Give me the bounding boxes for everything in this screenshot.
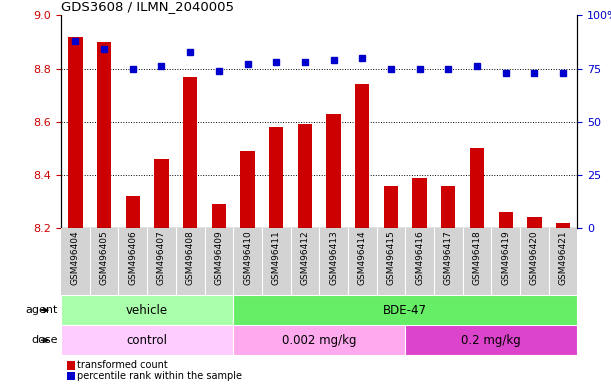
Bar	[556, 223, 570, 228]
Text: GSM496420: GSM496420	[530, 230, 539, 285]
Bar	[61, 295, 233, 325]
Bar	[183, 76, 197, 228]
Text: 0.2 mg/kg: 0.2 mg/kg	[461, 334, 521, 347]
Text: vehicle: vehicle	[126, 304, 168, 317]
Text: GSM496408: GSM496408	[186, 230, 195, 285]
Text: GSM496413: GSM496413	[329, 230, 338, 285]
Bar	[355, 84, 370, 228]
Bar	[269, 127, 284, 228]
Text: GSM496410: GSM496410	[243, 230, 252, 285]
Text: GSM496417: GSM496417	[444, 230, 453, 285]
Text: agent: agent	[26, 305, 58, 315]
Text: GDS3608 / ILMN_2040005: GDS3608 / ILMN_2040005	[61, 0, 234, 13]
Text: GSM496404: GSM496404	[71, 230, 80, 285]
Text: GSM496407: GSM496407	[157, 230, 166, 285]
Text: GSM496418: GSM496418	[472, 230, 481, 285]
Text: GSM496421: GSM496421	[558, 230, 568, 285]
Text: GSM496411: GSM496411	[272, 230, 280, 285]
Text: GSM496414: GSM496414	[358, 230, 367, 285]
Bar	[412, 177, 427, 228]
Text: control: control	[126, 334, 167, 347]
Text: percentile rank within the sample: percentile rank within the sample	[77, 371, 242, 381]
Text: GSM496416: GSM496416	[415, 230, 424, 285]
Text: GSM496405: GSM496405	[100, 230, 109, 285]
Text: GSM496406: GSM496406	[128, 230, 137, 285]
Text: 0.002 mg/kg: 0.002 mg/kg	[282, 334, 356, 347]
Bar	[298, 124, 312, 228]
Bar	[155, 159, 169, 228]
Text: dose: dose	[32, 335, 58, 345]
Bar	[233, 295, 577, 325]
Text: GSM496419: GSM496419	[501, 230, 510, 285]
Bar	[233, 325, 405, 355]
Text: BDE-47: BDE-47	[383, 304, 427, 317]
Bar	[384, 185, 398, 228]
Bar	[441, 185, 455, 228]
Bar	[240, 151, 255, 228]
Text: GSM496415: GSM496415	[386, 230, 395, 285]
Bar	[97, 42, 111, 228]
Bar	[527, 217, 541, 228]
Text: GSM496409: GSM496409	[214, 230, 224, 285]
Bar	[68, 36, 82, 228]
Text: transformed count: transformed count	[77, 360, 168, 370]
Bar	[405, 325, 577, 355]
Bar	[326, 114, 341, 228]
Bar	[211, 204, 226, 228]
Bar	[126, 196, 140, 228]
Text: GSM496412: GSM496412	[301, 230, 309, 285]
Bar	[470, 148, 484, 228]
Bar	[61, 325, 233, 355]
Bar	[499, 212, 513, 228]
